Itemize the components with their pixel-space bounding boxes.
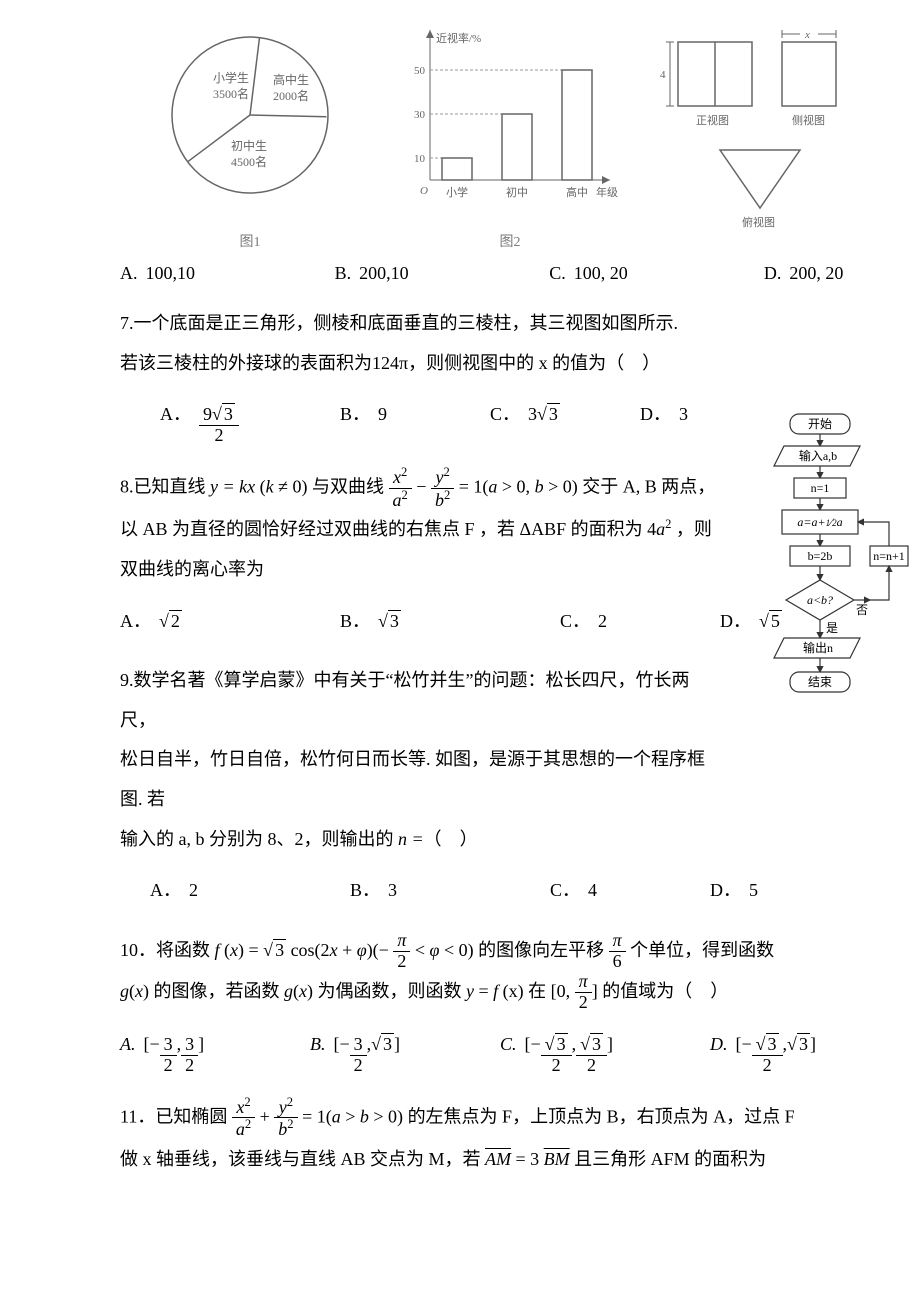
bar-3 <box>562 70 592 180</box>
front-label: 正视图 <box>696 113 729 127</box>
pie-figure: 小学生 3500名 高中生 2000名 初中生 4500名 图1 <box>140 20 360 251</box>
bar-svg: 10 30 50 近视率/% O 小学 初中 高中 年级 <box>400 20 620 220</box>
y-arrow <box>426 30 434 38</box>
q6-opt-b: B.200,10 <box>335 263 550 284</box>
pie-caption: 图1 <box>140 231 360 251</box>
q10-opt-d: D. [−32, 3] <box>710 1025 880 1076</box>
pie-div-2 <box>250 102 326 130</box>
x-cat: 高中 <box>566 185 588 199</box>
bar-caption: 图2 <box>400 231 620 251</box>
q10: 10．将函数 f (x) = 3 cos(2x + φ)(− π2 < φ < … <box>0 923 920 1088</box>
q7-surface: 124π <box>372 353 408 373</box>
bar-2 <box>502 114 532 180</box>
q7-line1: 一个底面是正三角形，侧棱和底面垂直的三棱柱，其三视图如图所示. <box>134 313 679 333</box>
q7-opt-b: B．9 <box>340 395 490 446</box>
triview-figure: x 4 正视图 侧视图 俯视图 <box>660 20 860 235</box>
y-tick: 50 <box>414 65 426 77</box>
q7-line2b: ，则侧视图中的 x 的值为（ ） <box>408 353 660 373</box>
q9-opt-d: D．5 <box>710 871 830 911</box>
q7-opt-c: C．33 <box>490 395 640 446</box>
q11: 11．已知椭圆 x2a2 + y2b2 = 1(a > b > 0) 的左焦点为… <box>0 1088 920 1180</box>
triview-svg: x 4 正视图 侧视图 俯视图 <box>660 20 860 230</box>
q8-options: A．2 B．3 C．2 D．5 <box>120 590 880 654</box>
q6-opt-d: D.200, 20 <box>764 263 920 284</box>
bar-1 <box>442 158 472 180</box>
y-tick: 10 <box>414 153 426 165</box>
q7-opt-a: A． 932 <box>160 395 340 446</box>
q9-options: A．2 B．3 C．4 D．5 <box>120 859 880 923</box>
figure-row: 小学生 3500名 高中生 2000名 初中生 4500名 图1 <box>0 0 920 251</box>
q7-options: A． 932 B．9 C．33 D．3 <box>120 383 880 458</box>
top-triangle <box>720 150 800 208</box>
pie-slice-label: 高中生 <box>273 72 309 87</box>
q7-line2a: 若该三棱柱的外接球的表面积为 <box>120 353 372 373</box>
q10-opt-a: A. [−32, 32] <box>120 1025 310 1076</box>
q8-opt-b: B．3 <box>340 602 560 642</box>
y-axis-label: 近视率/% <box>436 31 481 45</box>
q8-opt-c: C．2 <box>560 602 720 642</box>
q8: 8.已知直线 y = kx (k ≠ 0) 与双曲线 x2a2 − y2b2 =… <box>0 458 920 653</box>
x-axis-label: 年级 <box>596 185 618 199</box>
x-arrow <box>602 176 610 184</box>
pie-slice-value: 3500名 <box>213 86 249 101</box>
q7-number: 7. <box>120 313 134 333</box>
vector-bm: BM <box>544 1149 570 1169</box>
q9-opt-a: A．2 <box>150 871 350 911</box>
y-tick: 30 <box>414 109 426 121</box>
q6-opt-a: A.100,10 <box>120 263 335 284</box>
side-label: 侧视图 <box>792 113 825 127</box>
vector-am: AM <box>485 1149 511 1169</box>
q10-opt-b: B. [−32, 3] <box>310 1025 500 1076</box>
q9-opt-c: C．4 <box>550 871 710 911</box>
x-cat: 初中 <box>506 185 528 199</box>
height-marker: 4 <box>660 69 666 81</box>
q7: 7.一个底面是正三角形，侧棱和底面垂直的三棱柱，其三视图如图所示. 若该三棱柱的… <box>0 296 920 458</box>
pie-slice-value: 2000名 <box>273 88 309 103</box>
q10-opt-c: C. [−32, 32] <box>500 1025 710 1076</box>
pie-slice-label: 小学生 <box>213 70 249 85</box>
origin-label: O <box>420 185 428 197</box>
bar-figure: 10 30 50 近视率/% O 小学 初中 高中 年级 图2 <box>400 20 620 251</box>
q8-opt-a: A．2 <box>120 602 340 642</box>
x-cat: 小学 <box>446 185 468 199</box>
q8-number: 8. <box>120 476 134 496</box>
pie-svg: 小学生 3500名 高中生 2000名 初中生 4500名 <box>145 20 355 220</box>
q7-opt-d: D．3 <box>640 395 760 446</box>
top-label: 俯视图 <box>742 215 775 229</box>
q6-opt-c: C.100, 20 <box>549 263 764 284</box>
q10-options: A. [−32, 32] B. [−32, 3] C. [−32, 32] D.… <box>120 1013 880 1088</box>
pie-div-1 <box>250 38 260 115</box>
q9-opt-b: B．3 <box>350 871 550 911</box>
q9: 9.数学名著《算学启蒙》中有关于“松竹并生”的问题：松长四尺，竹长两尺， 松日自… <box>0 653 920 923</box>
pie-slice-label: 初中生 <box>231 138 267 153</box>
q8-opt-d: D．5 <box>720 602 880 642</box>
pie-slice-value: 4500名 <box>231 154 267 169</box>
side-rect <box>782 42 836 106</box>
q6-options: A.100,10 B.200,10 C.100, 20 D.200, 20 <box>0 251 920 296</box>
x-label: x <box>804 29 810 41</box>
